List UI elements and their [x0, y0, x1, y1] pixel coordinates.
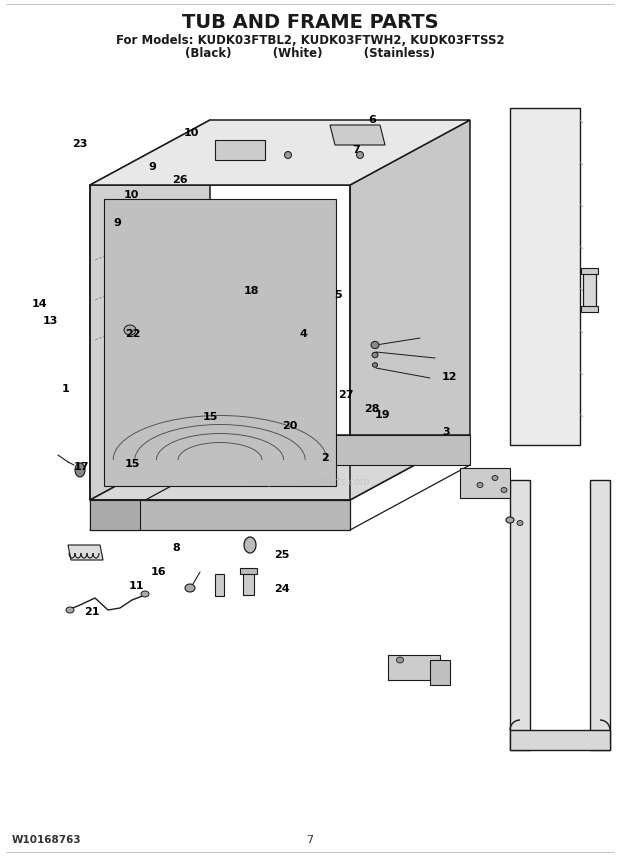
Polygon shape: [330, 125, 385, 145]
Ellipse shape: [397, 657, 404, 663]
Text: 28: 28: [365, 404, 379, 414]
Polygon shape: [510, 108, 580, 445]
Text: 18: 18: [243, 286, 259, 296]
Text: 3: 3: [443, 427, 450, 437]
Text: For Models: KUDK03FTBL2, KUDK03FTWH2, KUDK03FTSS2: For Models: KUDK03FTBL2, KUDK03FTWH2, KU…: [116, 33, 504, 46]
Text: 27: 27: [339, 390, 353, 401]
Text: (Black)          (White)          (Stainless): (Black) (White) (Stainless): [185, 46, 435, 60]
Polygon shape: [215, 140, 265, 160]
Polygon shape: [388, 655, 440, 680]
Polygon shape: [90, 120, 470, 185]
Ellipse shape: [356, 152, 363, 158]
Ellipse shape: [373, 363, 378, 367]
Text: 23: 23: [72, 139, 87, 149]
Text: 12: 12: [441, 372, 458, 382]
Polygon shape: [581, 306, 598, 312]
Text: 6: 6: [368, 115, 376, 125]
Polygon shape: [460, 468, 510, 498]
Text: 19: 19: [374, 410, 391, 420]
Polygon shape: [581, 268, 598, 274]
Polygon shape: [583, 270, 596, 310]
Text: 7: 7: [306, 835, 314, 845]
Text: 15: 15: [203, 412, 218, 422]
Ellipse shape: [506, 517, 514, 523]
Text: 16: 16: [151, 567, 167, 577]
Polygon shape: [210, 435, 470, 465]
Ellipse shape: [185, 584, 195, 592]
Polygon shape: [90, 500, 350, 530]
Ellipse shape: [501, 488, 507, 492]
Text: 8: 8: [173, 543, 180, 553]
Text: 1: 1: [61, 384, 69, 395]
Ellipse shape: [66, 607, 74, 613]
Polygon shape: [90, 435, 470, 500]
Polygon shape: [243, 570, 254, 595]
Ellipse shape: [372, 353, 378, 358]
Text: 20: 20: [282, 421, 297, 431]
Text: 22: 22: [125, 329, 141, 339]
Polygon shape: [510, 730, 610, 750]
Polygon shape: [90, 120, 210, 500]
Text: eReplacementParts.com: eReplacementParts.com: [250, 477, 370, 487]
Polygon shape: [350, 120, 470, 500]
Ellipse shape: [371, 342, 379, 348]
Text: 21: 21: [84, 607, 99, 617]
Text: 9: 9: [148, 162, 156, 172]
Polygon shape: [510, 480, 530, 750]
Polygon shape: [215, 574, 224, 596]
Text: 26: 26: [172, 175, 188, 185]
Polygon shape: [240, 568, 257, 574]
Ellipse shape: [75, 463, 85, 477]
Text: 15: 15: [125, 459, 140, 469]
Ellipse shape: [244, 537, 256, 553]
Ellipse shape: [285, 152, 291, 158]
Ellipse shape: [517, 520, 523, 526]
Ellipse shape: [124, 325, 136, 335]
Text: 10: 10: [184, 128, 198, 138]
Text: 10: 10: [124, 190, 139, 200]
Text: 4: 4: [300, 329, 308, 339]
Text: 9: 9: [114, 217, 122, 228]
Text: 11: 11: [129, 581, 144, 591]
Ellipse shape: [477, 483, 483, 488]
Polygon shape: [590, 480, 610, 750]
Text: 24: 24: [274, 584, 290, 594]
Polygon shape: [104, 199, 336, 486]
Ellipse shape: [141, 591, 149, 597]
Text: 14: 14: [31, 299, 47, 309]
Polygon shape: [68, 545, 103, 560]
Ellipse shape: [492, 475, 498, 480]
Text: 25: 25: [275, 550, 290, 560]
Text: W10168763: W10168763: [12, 835, 82, 845]
Text: TUB AND FRAME PARTS: TUB AND FRAME PARTS: [182, 13, 438, 32]
Polygon shape: [90, 500, 140, 530]
Polygon shape: [430, 660, 450, 685]
Text: 13: 13: [43, 316, 58, 326]
Text: 5: 5: [334, 290, 342, 300]
Text: 7: 7: [353, 145, 360, 155]
Text: 17: 17: [74, 461, 90, 472]
Text: 2: 2: [322, 453, 329, 463]
